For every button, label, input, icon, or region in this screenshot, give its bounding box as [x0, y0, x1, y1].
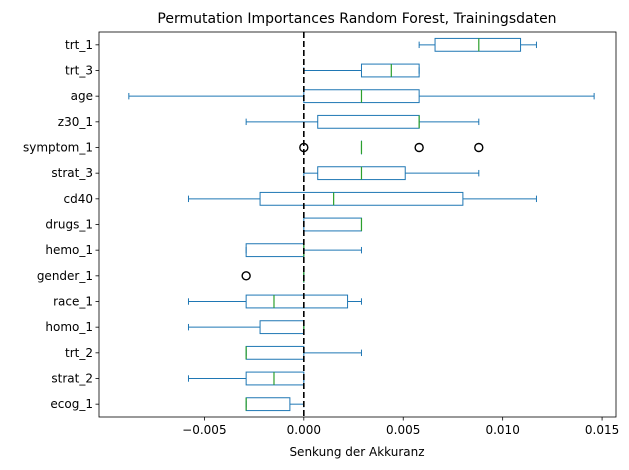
y-tick-label: cd40: [64, 192, 93, 206]
box-gender_1: [241, 268, 305, 283]
iqr-box: [245, 371, 305, 386]
box-symptom_1: [299, 140, 484, 155]
x-tick-label: 0.000: [287, 423, 321, 437]
y-tick-label: drugs_1: [45, 218, 93, 232]
outlier-point: [414, 142, 424, 153]
y-tick-label: ecog_1: [50, 397, 93, 411]
y-tick-label: trt_2: [65, 346, 93, 360]
chart-title: Permutation Importances Random Forest, T…: [157, 11, 556, 27]
box-trt_1: [418, 37, 537, 52]
y-tick-label: strat_2: [51, 372, 93, 386]
box-z30_1: [245, 114, 480, 129]
x-tick-label: −0.005: [182, 423, 226, 437]
chart-marks: [128, 32, 595, 417]
y-tick-label: trt_3: [65, 64, 93, 78]
x-tick-label: 0.010: [485, 423, 519, 437]
x-axis: −0.005 0.000 0.005 0.010 0.015: [182, 417, 619, 437]
iqr-box: [303, 217, 362, 232]
iqr-box: [317, 114, 420, 129]
y-tick-label: gender_1: [37, 269, 93, 283]
y-tick-label: hemo_1: [45, 243, 93, 257]
iqr-box: [245, 294, 349, 309]
outlier-point: [241, 271, 251, 281]
iqr-box: [259, 191, 464, 206]
y-tick-label: symptom_1: [23, 141, 93, 155]
y-tick-label: trt_1: [65, 38, 93, 52]
box-homo_1: [187, 320, 305, 335]
box-strat_3: [303, 166, 480, 181]
box-strat_2: [187, 371, 305, 386]
x-tick-label: 0.005: [386, 423, 420, 437]
iqr-box: [259, 320, 305, 335]
outlier-point: [474, 142, 484, 153]
x-axis-label: Senkung der Akkuranz: [289, 445, 424, 459]
box-drugs_1: [303, 217, 363, 232]
x-tick-label: 0.015: [585, 423, 619, 437]
iqr-box: [245, 345, 305, 360]
y-tick-label: homo_1: [45, 320, 93, 334]
iqr-box: [434, 37, 522, 52]
box-ecog_1: [245, 397, 305, 412]
iqr-box: [245, 397, 291, 412]
y-tick-label: race_1: [53, 295, 93, 309]
iqr-box: [245, 243, 305, 258]
box-trt_3: [303, 63, 420, 78]
box-cd40: [187, 191, 537, 206]
y-tick-label: z30_1: [58, 115, 93, 129]
y-tick-label: age: [71, 89, 93, 103]
iqr-box: [360, 63, 420, 78]
box-race_1: [187, 294, 362, 309]
y-tick-label: strat_3: [51, 166, 93, 180]
box-age: [128, 89, 595, 104]
